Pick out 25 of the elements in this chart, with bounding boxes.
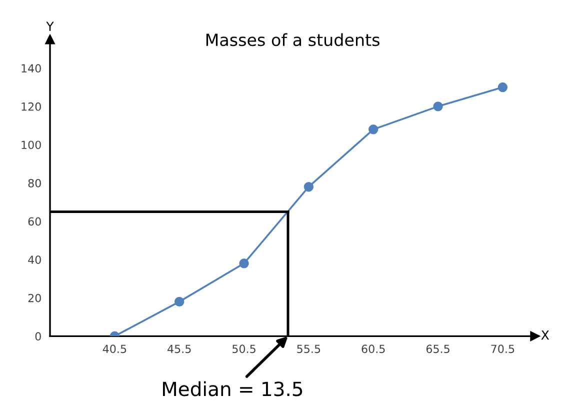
annotation: Median = 13.5 [163,381,302,396]
x-tick-label: 50.5 [232,344,256,354]
x-tick-label: 65.5 [426,344,450,354]
point [498,82,508,92]
x-tick-label: 60.5 [362,344,385,354]
y-axis-title: Y [46,22,54,31]
point [368,124,378,134]
point [304,182,314,192]
y-tick-label: 20 [28,294,41,302]
y-tick-label: 80 [28,178,41,188]
y-tick-label: 40 [28,256,41,264]
x-axis-title: X [541,330,550,340]
point [433,102,443,112]
x-tick-label: 45.5 [168,344,191,354]
y-tick-label: 100 [22,140,41,150]
y-tick-label: 0 [35,332,41,341]
point [239,258,249,268]
y-tick-label: 120 [22,102,41,111]
x-tick-label: 40.5 [102,344,126,354]
x-tick-label: 70.5 [491,344,514,354]
y-tick-label: 140 [22,64,41,73]
chart-title: Masses of a students [206,33,380,46]
x-tick-label: 55.5 [297,344,320,354]
y-tick-label: 60 [28,217,41,226]
point [174,296,184,307]
